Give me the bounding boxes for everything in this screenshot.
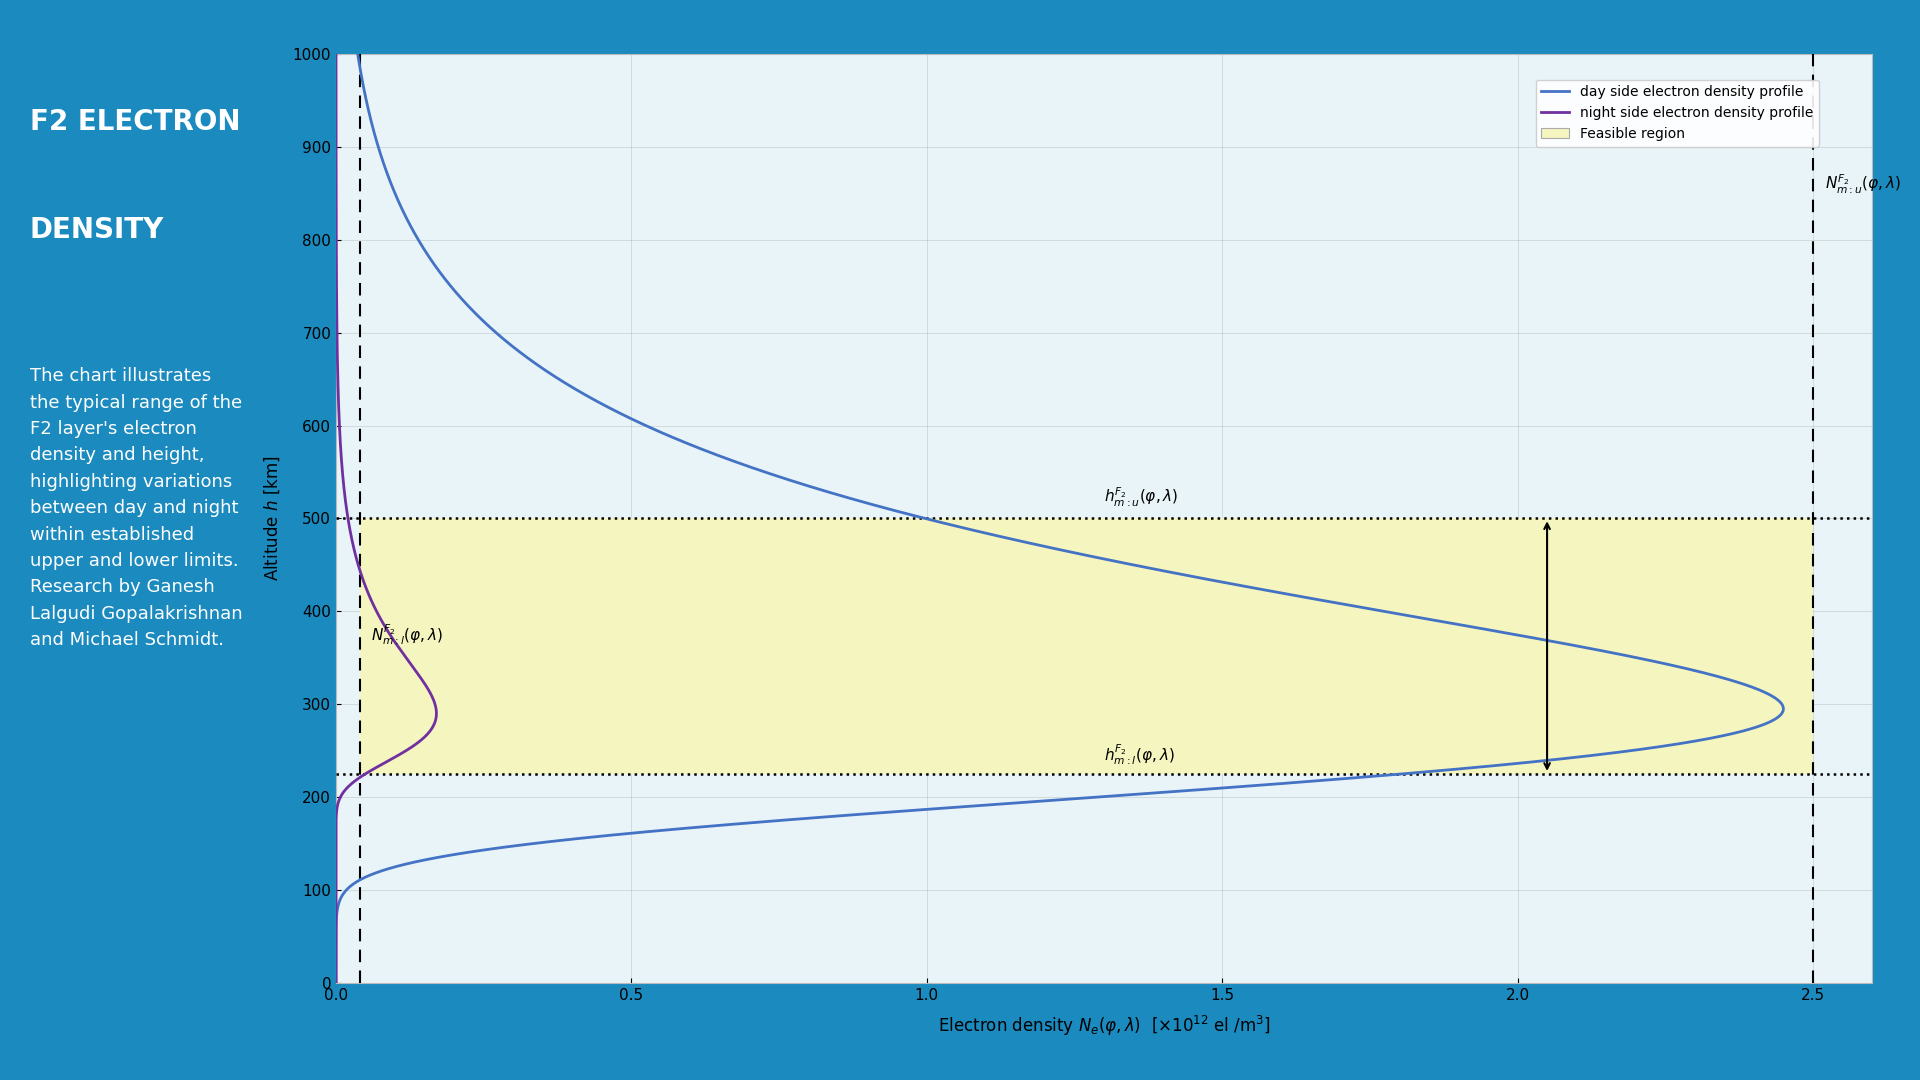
- Text: $N_{m:u}^{F_2}(\varphi, \lambda)$: $N_{m:u}^{F_2}(\varphi, \lambda)$: [1824, 173, 1901, 195]
- Legend: day side electron density profile, night side electron density profile, Feasible: day side electron density profile, night…: [1536, 80, 1818, 147]
- X-axis label: Electron density $N_e(\varphi, \lambda)$  [$\times 10^{12}$ el /m$^3$]: Electron density $N_e(\varphi, \lambda)$…: [937, 1014, 1271, 1038]
- Text: $h_{m:l}^{F_2}(\varphi, \lambda)$: $h_{m:l}^{F_2}(\varphi, \lambda)$: [1104, 743, 1175, 767]
- Text: The chart illustrates
the typical range of the
F2 layer's electron
density and h: The chart illustrates the typical range …: [31, 367, 242, 649]
- Text: $N_{m:l}^{F_2}(\varphi, \lambda)$: $N_{m:l}^{F_2}(\varphi, \lambda)$: [371, 622, 444, 647]
- Text: F2 ELECTRON: F2 ELECTRON: [31, 108, 240, 136]
- Text: DENSITY: DENSITY: [31, 216, 163, 244]
- Y-axis label: Altitude $h$ [km]: Altitude $h$ [km]: [261, 456, 282, 581]
- Bar: [359, 518, 1812, 773]
- Text: $h_{m:u}^{F_2}(\varphi, \lambda)$: $h_{m:u}^{F_2}(\varphi, \lambda)$: [1104, 486, 1179, 509]
